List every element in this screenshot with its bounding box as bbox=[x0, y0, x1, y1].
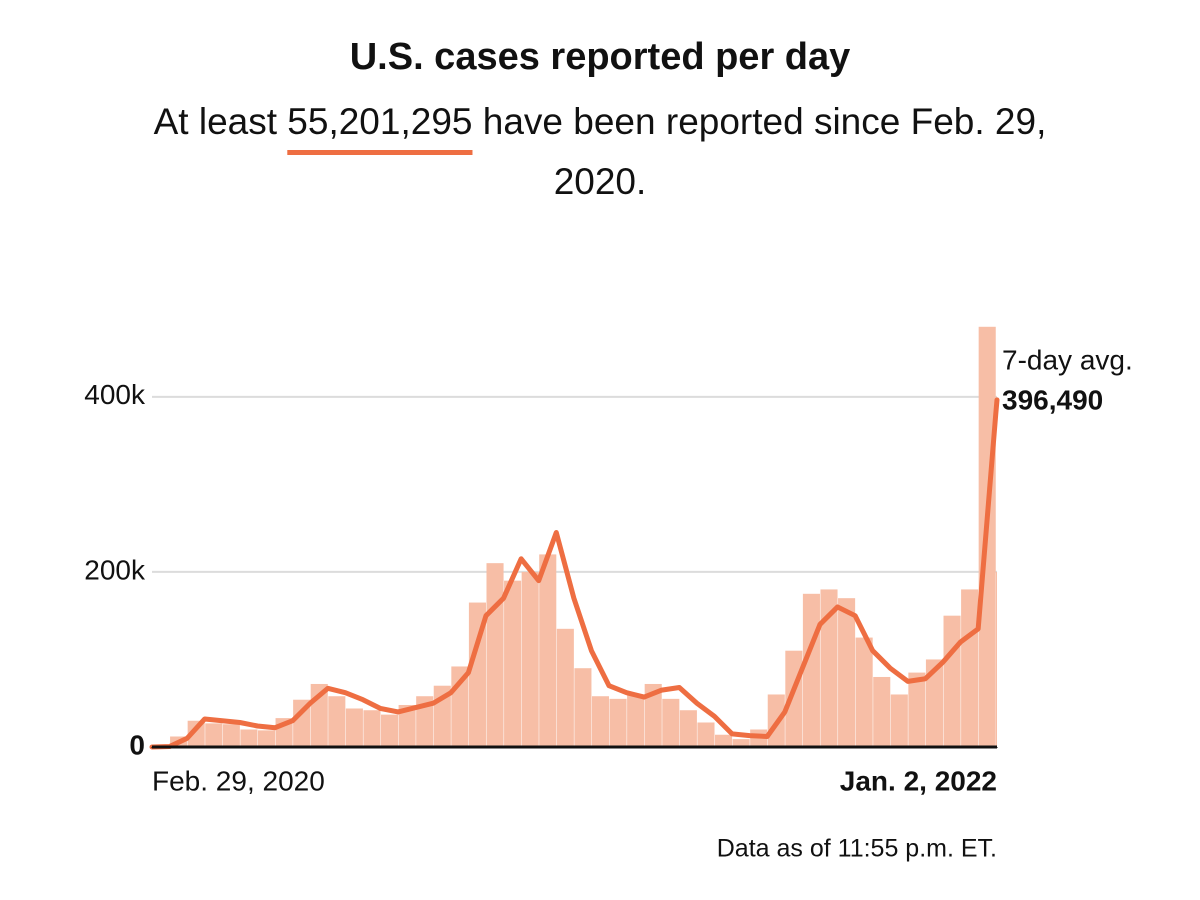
bar bbox=[925, 659, 944, 747]
bar bbox=[873, 676, 891, 747]
bar bbox=[205, 723, 223, 747]
bar bbox=[504, 580, 522, 747]
bar bbox=[679, 710, 697, 747]
bar bbox=[345, 708, 363, 747]
bar bbox=[838, 598, 856, 747]
y-tick-label: 200k bbox=[84, 554, 146, 585]
subtitle-text: At least bbox=[153, 101, 278, 142]
chart-title: U.S. cases reported per day bbox=[349, 36, 851, 78]
bar bbox=[732, 739, 750, 747]
bar bbox=[609, 698, 627, 747]
bar bbox=[381, 714, 399, 747]
bar bbox=[486, 563, 504, 747]
bar bbox=[468, 602, 486, 747]
bar bbox=[714, 734, 733, 747]
bar bbox=[398, 704, 416, 747]
bar bbox=[961, 589, 979, 747]
bar bbox=[802, 593, 820, 747]
bar bbox=[539, 554, 557, 747]
bar bbox=[855, 637, 873, 747]
bar bbox=[556, 628, 574, 747]
bar bbox=[697, 722, 715, 747]
bar bbox=[521, 571, 539, 747]
bar bbox=[644, 683, 662, 747]
x-tick-label: Feb. 29, 2020 bbox=[152, 765, 325, 796]
total-cases: 55,201,295 bbox=[287, 101, 473, 142]
avg-line bbox=[149, 397, 1000, 750]
bar bbox=[890, 694, 908, 747]
bar bbox=[908, 672, 926, 747]
value-label: 396,490 bbox=[1002, 384, 1103, 415]
bar bbox=[293, 699, 311, 747]
bar bbox=[257, 730, 276, 747]
bar bbox=[662, 698, 680, 747]
bar bbox=[943, 615, 961, 747]
bar bbox=[820, 589, 838, 747]
subtitle-text: have been reported since Feb. 29, 2020. bbox=[482, 101, 1047, 202]
bar bbox=[240, 729, 258, 747]
bar bbox=[591, 696, 610, 747]
bar bbox=[363, 710, 381, 747]
y-tick-label: 0 bbox=[129, 729, 145, 760]
bar bbox=[574, 668, 592, 747]
subtitle: At least 55,201,295 have been reported s… bbox=[150, 92, 1050, 212]
bar bbox=[627, 694, 645, 747]
bar bbox=[328, 696, 346, 747]
x-tick-label: Jan. 2, 2022 bbox=[840, 765, 997, 796]
bar bbox=[996, 571, 997, 747]
source-note: Data as of 11:55 p.m. ET. bbox=[717, 835, 997, 863]
series-label: 7-day avg. bbox=[1002, 344, 1133, 375]
y-tick-label: 400k bbox=[84, 379, 146, 410]
bar bbox=[222, 724, 240, 747]
